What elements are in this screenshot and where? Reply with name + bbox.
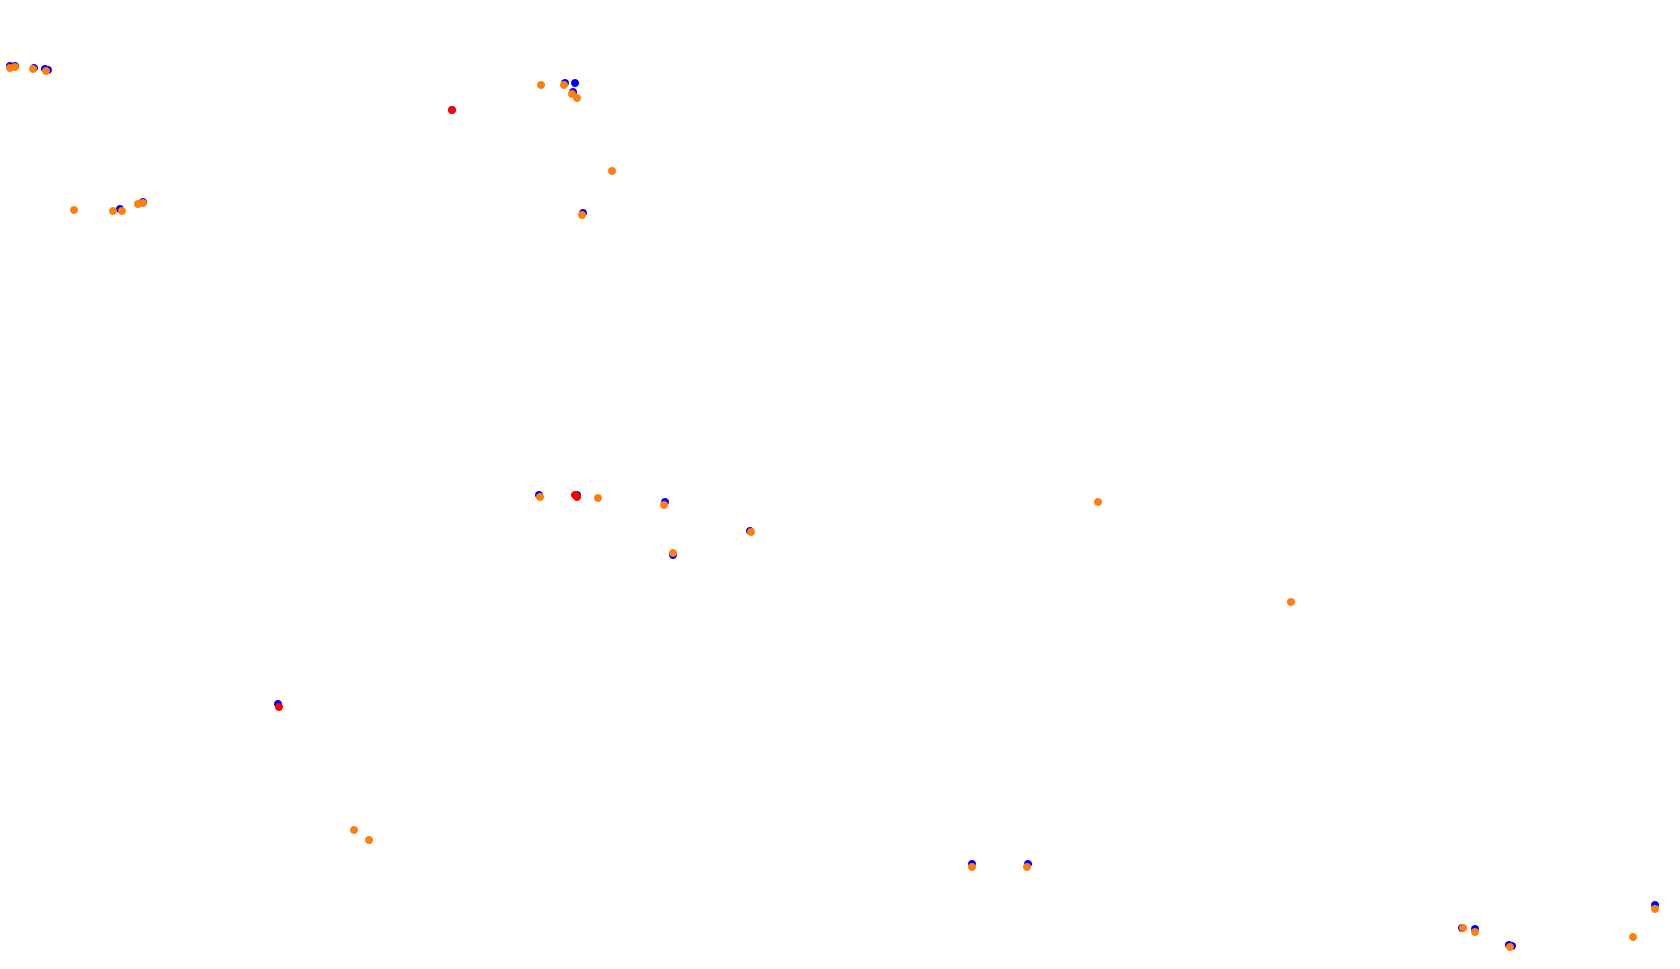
point-orange-27	[1471, 928, 1479, 936]
point-orange-6	[118, 207, 126, 215]
point-orange-25	[1023, 863, 1031, 871]
point-red-0	[275, 703, 283, 711]
point-orange-22	[1094, 498, 1102, 506]
point-orange-28	[1506, 943, 1514, 951]
point-orange-10	[365, 836, 373, 844]
point-orange-21	[747, 528, 755, 536]
series-blue	[6, 62, 1659, 950]
point-blue-11	[571, 79, 579, 87]
point-orange-16	[560, 81, 568, 89]
point-orange-3	[42, 67, 50, 75]
point-orange-26	[1459, 924, 1467, 932]
point-orange-19	[660, 501, 668, 509]
point-orange-5	[109, 207, 117, 215]
point-orange-12	[594, 494, 602, 502]
point-orange-8	[139, 199, 147, 207]
point-orange-29	[1629, 933, 1637, 941]
series-layer	[6, 62, 1659, 951]
point-orange-23	[1287, 598, 1295, 606]
point-orange-11	[536, 493, 544, 501]
point-red-1	[448, 106, 456, 114]
point-orange-30	[1651, 905, 1659, 913]
point-orange-24	[968, 863, 976, 871]
point-orange-2	[29, 65, 37, 73]
series-red	[275, 106, 581, 711]
point-orange-14	[608, 167, 616, 175]
point-orange-13	[578, 211, 586, 219]
point-orange-15	[537, 81, 545, 89]
series-orange	[6, 63, 1659, 951]
point-red-3	[573, 493, 581, 501]
point-orange-4	[70, 206, 78, 214]
point-orange-1	[11, 63, 19, 71]
point-orange-18	[573, 94, 581, 102]
point-orange-9	[350, 826, 358, 834]
point-orange-20	[669, 549, 677, 557]
